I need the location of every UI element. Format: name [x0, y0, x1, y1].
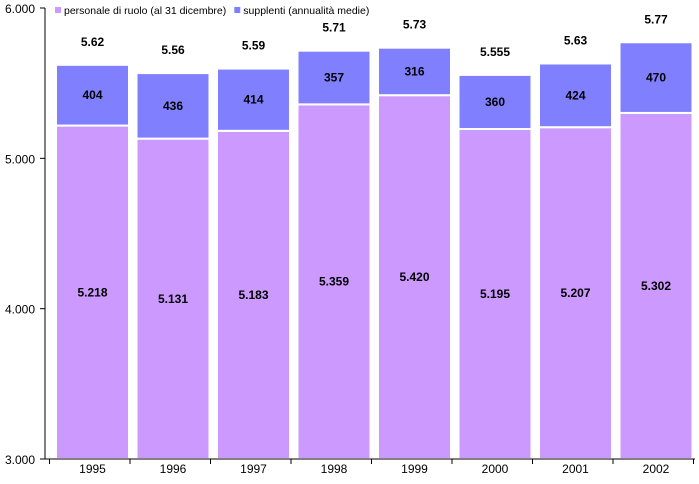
- data-label-total: 5.59: [242, 39, 266, 53]
- data-label-ruolo: 5.420: [399, 270, 429, 284]
- legend-label: personale di ruolo (al 31 dicembre): [64, 5, 226, 17]
- bar-supplenti: [618, 41, 694, 114]
- data-label-supplenti: 414: [243, 93, 263, 107]
- bar-supplenti: [55, 63, 130, 127]
- bar-supplenti: [457, 73, 533, 131]
- data-label-ruolo: 5.359: [319, 275, 349, 289]
- data-label-ruolo: 5.218: [77, 285, 107, 299]
- x-tick-label: 1998: [321, 462, 348, 476]
- data-label-ruolo: 5.302: [641, 279, 671, 293]
- data-label-total: 5.63: [564, 33, 588, 47]
- bar-supplenti: [377, 46, 452, 97]
- bar-supplenti: [296, 49, 372, 106]
- data-label-ruolo: 5.207: [560, 286, 590, 300]
- legend-swatch: [234, 7, 241, 13]
- bar-supplenti: [135, 72, 211, 140]
- data-label-total: 5.71: [322, 21, 346, 35]
- data-label-supplenti: 436: [163, 99, 183, 113]
- data-label-ruolo: 5.195: [480, 287, 510, 301]
- x-tick-label: 2001: [562, 462, 589, 476]
- data-label-supplenti: 404: [82, 88, 102, 102]
- x-tick-label: 2002: [643, 462, 670, 476]
- x-tick-label: 1996: [160, 462, 187, 476]
- data-label-total: 5.73: [403, 18, 427, 32]
- x-tick-label: 2000: [482, 462, 509, 476]
- bar-supplenti: [538, 62, 613, 129]
- y-tick-label: 5.000: [5, 152, 35, 166]
- legend-swatch: [55, 7, 61, 13]
- data-label-total: 5.555: [480, 45, 510, 59]
- data-label-supplenti: 470: [646, 71, 666, 85]
- data-label-total: 5.77: [644, 12, 668, 26]
- data-label-total: 5.62: [81, 35, 105, 49]
- y-tick-label: 4.000: [5, 303, 35, 317]
- data-label-supplenti: 360: [485, 95, 505, 109]
- bar-personale-di-ruolo: [55, 124, 130, 460]
- legend-label: supplenti (annualità medie): [243, 5, 369, 17]
- x-tick-label: 1999: [401, 462, 428, 476]
- x-tick-label: 1995: [79, 462, 106, 476]
- data-label-supplenti: 357: [324, 71, 344, 85]
- data-label-ruolo: 5.131: [158, 292, 188, 306]
- y-tick-label: 3.000: [5, 453, 35, 467]
- x-tick-label: 1997: [240, 462, 267, 476]
- data-label-supplenti: 424: [565, 88, 585, 102]
- data-label-total: 5.56: [161, 43, 185, 57]
- data-label-supplenti: 316: [404, 64, 424, 78]
- bar-supplenti: [216, 67, 291, 132]
- y-tick-label: 6.000: [5, 2, 35, 16]
- bar-personale-di-ruolo: [457, 128, 533, 460]
- data-label-ruolo: 5.183: [238, 288, 268, 302]
